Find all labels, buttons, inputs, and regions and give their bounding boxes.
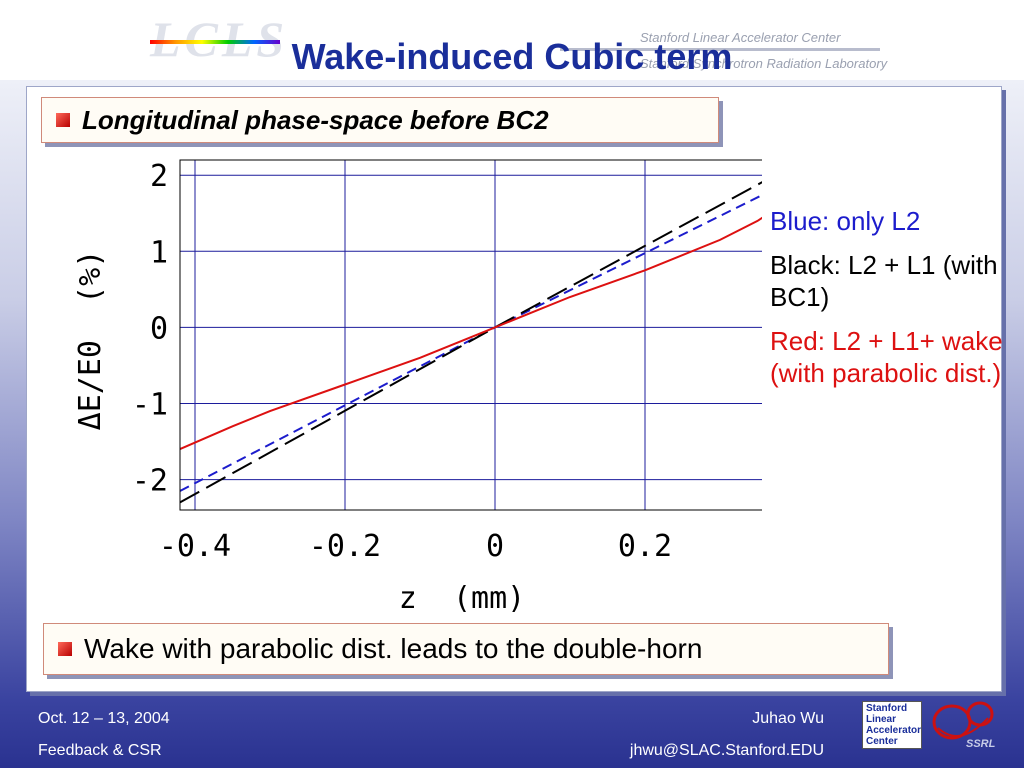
series-line-black bbox=[179, 181, 762, 504]
y-axis-label: ΔE/E0 (%) bbox=[73, 250, 108, 431]
footer-date: Oct. 12 – 13, 2004 bbox=[38, 710, 170, 727]
x-tick-label: -0.2 bbox=[309, 529, 381, 564]
x-axis-label: z (mm) bbox=[399, 581, 525, 616]
legend-black: Black: L2 + L1 (with BC1) bbox=[770, 250, 998, 312]
chart-series bbox=[179, 181, 762, 504]
chart-grid bbox=[180, 160, 762, 510]
callout-top: Longitudinal phase-space before BC2 bbox=[41, 97, 719, 143]
phase-space-chart: -0.4-0.200.20.4210-1-2 z (mm) ΔE/E0 (%) bbox=[73, 159, 762, 616]
legend-blue: Blue: only L2 bbox=[770, 206, 921, 236]
chart-tick-labels: -0.4-0.200.20.4210-1-2 bbox=[132, 159, 672, 564]
y-tick-label: 1 bbox=[150, 235, 168, 270]
series-line-red bbox=[179, 216, 762, 451]
callout-top-text: Longitudinal phase-space before BC2 bbox=[82, 104, 549, 135]
footer-topic: Feedback & CSR bbox=[38, 742, 162, 759]
y-tick-label: 0 bbox=[150, 311, 168, 346]
y-tick-label: 2 bbox=[150, 159, 168, 194]
bullet-icon bbox=[56, 113, 70, 127]
legend-red: Red: L2 + L1+ wake (with parabolic dist.… bbox=[770, 326, 1003, 388]
slac-logo-bar bbox=[560, 48, 880, 51]
x-tick-label: 0.2 bbox=[618, 529, 672, 564]
y-tick-label: -2 bbox=[132, 464, 168, 499]
y-tick-label: -1 bbox=[132, 387, 168, 422]
x-tick-label: -0.4 bbox=[159, 529, 231, 564]
callout-bottom-text: Wake with parabolic dist. leads to the d… bbox=[84, 633, 703, 664]
logo-rainbow-stripe bbox=[150, 40, 280, 44]
ssrl-text: SSRL bbox=[966, 738, 996, 750]
slac-badge-logo: Stanford Linear Accelerator Center bbox=[862, 701, 922, 749]
content-panel: Longitudinal phase-space before BC2 Wake… bbox=[26, 86, 1002, 692]
ssrl-logo-icon bbox=[932, 701, 994, 740]
footer-author: Juhao Wu bbox=[752, 710, 824, 727]
chart-legend: Blue: only L2 Black: L2 + L1 (with BC1) … bbox=[770, 205, 1010, 401]
plot-frame bbox=[179, 159, 762, 511]
footer-email: jhwu@SLAC.Stanford.EDU bbox=[629, 742, 824, 759]
slide-title: Wake-induced Cubic term bbox=[291, 36, 733, 77]
slac-logo-line2: Stanford Synchrotron Radiation Laborator… bbox=[640, 56, 888, 71]
lcls-logo: LCLS bbox=[150, 11, 289, 67]
callout-bottom: Wake with parabolic dist. leads to the d… bbox=[43, 623, 889, 675]
series-line-blue bbox=[179, 194, 762, 492]
slac-logo-line1: Stanford Linear Accelerator Center bbox=[640, 30, 841, 45]
bullet-icon bbox=[58, 642, 72, 656]
x-tick-label: 0 bbox=[486, 529, 504, 564]
slide-header: LCLS Stanford Linear Accelerator Center … bbox=[0, 0, 1024, 80]
